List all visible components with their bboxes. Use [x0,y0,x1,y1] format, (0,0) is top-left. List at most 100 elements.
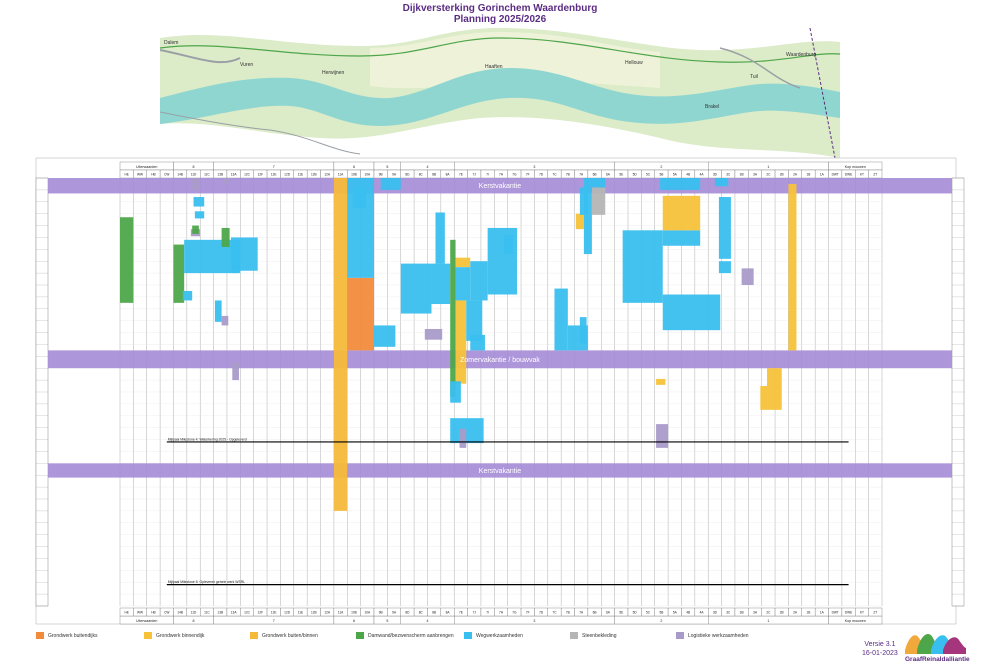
header-column-label: 3D [713,611,718,615]
task-bar-lw [232,362,239,381]
task-bar-gbi [455,257,471,268]
milestone-label: Mijlpaal Milestone 5: Opleveren gehele w… [168,580,245,584]
legend-swatch [144,632,152,639]
header-column-label: 3C [726,611,731,615]
header-column-label: 12E [271,173,277,177]
header-column-label: 9A [392,173,397,177]
legend-swatch [356,632,364,639]
header-column-label: 5E [619,173,623,177]
header-column-label: 5A [673,611,678,615]
task-bar-ww [455,267,471,301]
task-bar-gbi [455,300,467,384]
header-group-label: Kop mouwen [845,165,866,169]
task-bar-ww [591,178,606,188]
legend-item: Wegwerkzaamheden [464,632,523,639]
task-bar-ww [714,178,729,187]
task-bar-lw [192,178,199,190]
legend-swatch [676,632,684,639]
header-column-label: 13B [217,173,223,177]
version-label: Versie 3.1 [864,641,896,648]
legend-label: Grondwerk binnendijk [156,632,205,639]
header-column-label: 3D [713,173,718,177]
holiday-band-label: Kerstvakantie [479,468,522,475]
header-column-label: 7B [566,173,570,177]
task-bar-ww [431,263,451,305]
header-column-label: 7A [579,173,584,177]
task-bar-ww [579,317,587,344]
header-column-label: 7F [526,611,530,615]
header-column-label: 9A [392,611,397,615]
alliance-logo [905,634,966,654]
task-bar-lw [656,424,669,448]
header-column-label: DWT [832,611,839,615]
header-column-label: 3B [740,173,744,177]
task-bar-dw [173,244,185,303]
legend-item: Logistieke werkzaamheden [676,632,749,639]
header-column-label: 13A [231,611,238,615]
task-bar-ww [374,325,396,347]
header-column-label: 3B [740,611,744,615]
header-group-label: 2 [660,165,662,169]
header-column-label: HE [124,173,128,177]
task-bar-lw [221,315,229,326]
header-column-label: 14B [177,611,183,615]
header-column-label: 7E [459,611,463,615]
header-column-label: 7H [499,173,504,177]
header-column-label: 10A [364,611,371,615]
legend-item: Grondwerk buitendijks [36,632,97,639]
header-group-label: 8 [193,165,195,169]
header-column-label: 7D [539,173,544,177]
header-column-label: 5B [659,173,663,177]
header-column-label: 7A [579,611,584,615]
holiday-band [48,463,952,478]
legend-label: Grondwerk buiten/binnen [262,632,318,639]
header-column-label: 2A [793,173,798,177]
holiday-band-label: Zomervakantie / bouwvak [460,357,540,364]
header-column-label: 3A [753,611,758,615]
header-column-label: HB [151,173,155,177]
task-bar-lw [222,178,229,184]
task-bar-ww [579,187,588,215]
task-bar-lw [459,428,467,448]
map-place: Dalem [164,40,178,46]
header-column-label: 11E [298,173,303,177]
task-bar-dw [221,227,230,247]
header-column-label: 7C [552,173,557,177]
header-column-label: 12F [258,611,264,615]
header-column-label: 7F [526,173,530,177]
task-bar-ww [662,294,721,331]
map-river [160,68,840,126]
header-column-label: DWE [845,173,852,177]
header-column-label: 5D [633,173,638,177]
task-bar-lw [424,328,443,340]
task-bar-dw [450,239,456,397]
legend-item: Grondwerk binnendijk [144,632,204,639]
task-bar-gbi [767,368,782,410]
header-column-label: 12E [271,611,277,615]
header-column-label: 11D [191,611,197,615]
header-column-label: 6A [606,611,611,615]
header-column-label: 8D [405,173,410,177]
header-column-label: 12A [324,611,331,615]
header-column-label: WW [137,173,143,177]
task-bar-ww [400,263,432,314]
task-bar-ww [182,290,193,301]
task-bar-ww [503,235,514,255]
header-group-label: 6 [353,619,355,623]
header-column-label: 7G [512,173,517,177]
header-column-label: ZT [873,611,877,615]
header-column-label: 7E [459,173,463,177]
header-column-label: 2C [766,173,771,177]
map-place: Hellouw [625,60,643,66]
map-place: Brakel [705,104,719,110]
map-place: Herwijnen [322,70,344,76]
header-group-label: 5 [386,165,388,169]
task-bar-ww [450,381,461,403]
map-place: Tuil [750,74,758,80]
header-group-label: 2 [660,619,662,623]
task-bar-ww [487,227,501,295]
task-bar-ww [718,261,731,274]
header-group-label: 1 [767,165,769,169]
header-column-label: DWT [832,173,839,177]
legend-label: Damwand/bezwenscherm aanbrengen [368,632,454,639]
